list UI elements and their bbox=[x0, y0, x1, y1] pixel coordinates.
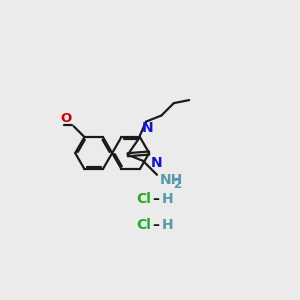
Text: –: – bbox=[152, 218, 159, 232]
Text: N: N bbox=[151, 156, 162, 170]
Text: 2: 2 bbox=[173, 178, 181, 191]
Text: H: H bbox=[161, 218, 173, 232]
Text: O: O bbox=[60, 112, 71, 125]
Text: –: – bbox=[152, 192, 159, 206]
Text: NH: NH bbox=[160, 173, 183, 187]
Text: Cl: Cl bbox=[136, 218, 151, 232]
Text: H: H bbox=[161, 192, 173, 206]
Text: Cl: Cl bbox=[136, 192, 151, 206]
Text: N: N bbox=[141, 121, 153, 135]
